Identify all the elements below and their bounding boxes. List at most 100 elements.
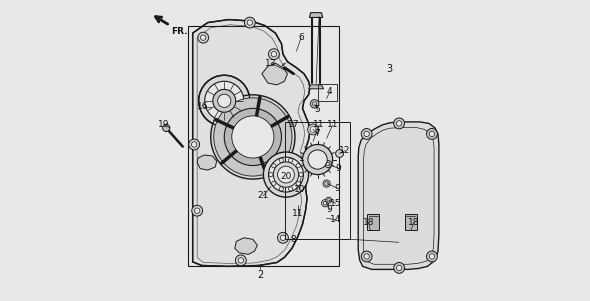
Circle shape: [192, 142, 197, 147]
Circle shape: [336, 150, 343, 157]
Text: 7: 7: [314, 129, 320, 138]
Circle shape: [326, 162, 330, 166]
Polygon shape: [309, 85, 323, 89]
Circle shape: [273, 162, 299, 187]
Circle shape: [268, 49, 279, 60]
Circle shape: [296, 181, 300, 185]
Circle shape: [213, 89, 235, 112]
Circle shape: [218, 94, 231, 107]
Circle shape: [214, 98, 292, 176]
Text: 11: 11: [292, 209, 304, 218]
Text: 2: 2: [257, 270, 264, 281]
Circle shape: [396, 121, 402, 126]
Text: FR.: FR.: [171, 27, 188, 36]
Bar: [317, 84, 337, 101]
Circle shape: [268, 157, 303, 192]
Circle shape: [192, 205, 202, 216]
Circle shape: [244, 17, 255, 28]
Bar: [405, 214, 417, 230]
Circle shape: [310, 126, 316, 132]
Circle shape: [430, 254, 435, 259]
Bar: [367, 214, 379, 230]
Circle shape: [326, 197, 332, 203]
Text: 9: 9: [335, 184, 340, 193]
Circle shape: [361, 129, 372, 139]
Text: 14: 14: [330, 215, 342, 224]
Circle shape: [280, 235, 286, 240]
Circle shape: [247, 20, 253, 25]
Circle shape: [211, 95, 295, 179]
Circle shape: [195, 208, 200, 213]
Circle shape: [277, 166, 294, 183]
Circle shape: [327, 199, 330, 202]
Polygon shape: [358, 122, 439, 269]
Text: 11: 11: [327, 120, 339, 129]
Circle shape: [427, 129, 437, 139]
Circle shape: [235, 255, 246, 266]
Text: 13: 13: [265, 59, 277, 68]
Text: 6: 6: [298, 33, 304, 42]
Text: 4: 4: [327, 87, 332, 96]
Text: 18: 18: [363, 218, 375, 227]
Circle shape: [364, 131, 369, 137]
Circle shape: [430, 131, 435, 137]
Circle shape: [313, 102, 317, 106]
Circle shape: [198, 32, 209, 43]
Circle shape: [323, 201, 327, 205]
Circle shape: [323, 180, 330, 187]
Circle shape: [189, 139, 199, 150]
Text: 19: 19: [158, 120, 170, 129]
Circle shape: [361, 251, 372, 262]
Bar: [188, 26, 339, 266]
Text: 5: 5: [314, 105, 320, 114]
Circle shape: [396, 265, 402, 271]
Polygon shape: [197, 155, 217, 170]
Circle shape: [427, 251, 437, 262]
Circle shape: [205, 81, 244, 120]
Circle shape: [277, 232, 289, 243]
Circle shape: [201, 35, 206, 40]
Circle shape: [269, 172, 273, 177]
Circle shape: [271, 164, 276, 168]
Circle shape: [279, 187, 283, 191]
Circle shape: [289, 187, 293, 191]
Text: 11: 11: [313, 120, 325, 129]
Text: 15: 15: [330, 199, 342, 208]
Text: 20: 20: [280, 172, 291, 181]
Circle shape: [364, 254, 369, 259]
Circle shape: [271, 51, 277, 57]
Circle shape: [322, 200, 329, 207]
Circle shape: [232, 116, 274, 158]
Circle shape: [163, 124, 170, 132]
Polygon shape: [193, 20, 310, 266]
Polygon shape: [262, 63, 287, 85]
Polygon shape: [309, 13, 323, 17]
Circle shape: [394, 118, 405, 129]
Text: 8: 8: [291, 235, 296, 244]
Circle shape: [296, 164, 300, 168]
Text: 3: 3: [387, 64, 393, 74]
Circle shape: [303, 144, 333, 175]
Circle shape: [224, 108, 281, 166]
Circle shape: [308, 150, 327, 169]
Circle shape: [325, 182, 329, 185]
Circle shape: [289, 158, 293, 162]
Circle shape: [324, 160, 332, 168]
Circle shape: [310, 100, 319, 108]
Text: 9: 9: [336, 164, 342, 173]
Circle shape: [199, 75, 250, 126]
Circle shape: [271, 181, 276, 185]
Text: 12: 12: [339, 146, 350, 155]
Bar: [285, 122, 350, 239]
Circle shape: [307, 124, 319, 135]
Polygon shape: [235, 238, 257, 254]
Circle shape: [394, 262, 405, 273]
Circle shape: [279, 158, 283, 162]
Text: 17: 17: [288, 120, 299, 129]
Text: 10: 10: [294, 185, 305, 194]
Circle shape: [238, 258, 244, 263]
Circle shape: [299, 172, 303, 177]
Text: 9: 9: [327, 205, 333, 214]
Text: 21: 21: [258, 191, 269, 200]
Circle shape: [263, 152, 309, 197]
